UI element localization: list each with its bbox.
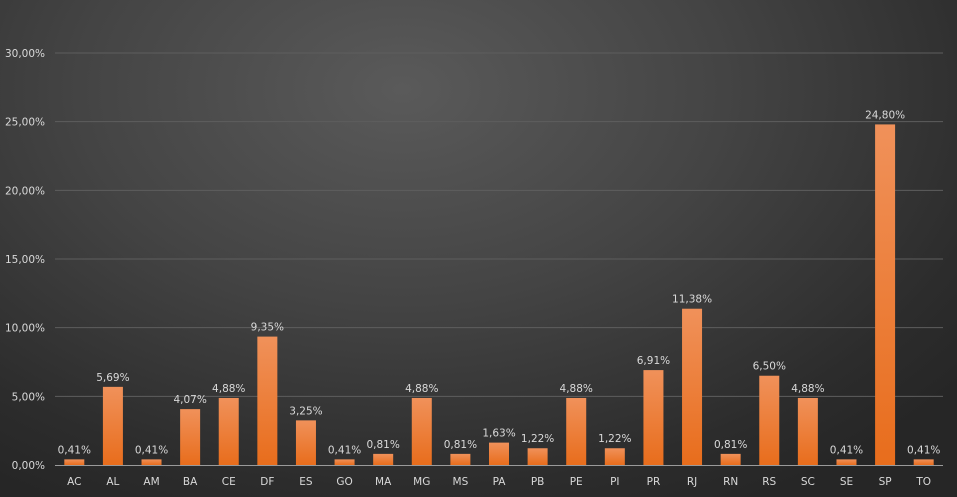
x-tick-label: PA (493, 476, 507, 488)
x-tick-label: BA (183, 476, 198, 488)
x-tick-label: SP (879, 476, 892, 488)
data-label: 9,35% (251, 322, 284, 334)
data-label: 0,41% (135, 444, 168, 456)
bar-PR (643, 370, 664, 465)
data-label: 5,69% (96, 372, 129, 384)
x-tick-label: AL (106, 476, 119, 488)
y-tick-label: 20,00% (5, 185, 45, 197)
bar-DF (257, 336, 278, 465)
bar-PB (527, 448, 548, 465)
y-tick-label: 10,00% (5, 323, 45, 335)
data-label: 0,81% (444, 439, 477, 451)
x-tick-label: TO (915, 476, 931, 488)
data-label: 1,22% (521, 433, 554, 445)
x-tick-label: AC (67, 476, 81, 488)
bar-PE (566, 397, 587, 465)
x-tick-label: SE (840, 476, 853, 488)
x-tick-label: AM (143, 476, 159, 488)
data-label: 11,38% (672, 294, 712, 306)
data-label: 6,50% (753, 361, 786, 373)
bar-BA (180, 409, 201, 465)
data-label: 0,81% (714, 439, 747, 451)
x-tick-label: CE (222, 476, 236, 488)
x-tick-label: PB (531, 476, 545, 488)
data-label: 4,88% (212, 383, 245, 395)
bar-SC (797, 397, 818, 465)
x-tick-label: RS (762, 476, 776, 488)
x-tick-label: PR (647, 476, 661, 488)
bar-AM (141, 459, 162, 465)
data-label: 4,88% (560, 383, 593, 395)
data-label: 6,91% (637, 355, 670, 367)
x-tick-label: DF (260, 476, 274, 488)
bar-CE (218, 397, 239, 465)
x-tick-label: PI (610, 476, 619, 488)
bar-MA (373, 453, 394, 465)
x-tick-label: ES (299, 476, 313, 488)
data-label: 24,80% (865, 109, 905, 121)
x-tick-label: MA (375, 476, 392, 488)
x-tick-label: SC (801, 476, 815, 488)
data-label: 0,41% (58, 444, 91, 456)
bar-RS (759, 375, 780, 465)
data-label: 3,25% (289, 405, 322, 417)
data-label: 4,88% (405, 383, 438, 395)
y-tick-label: 15,00% (5, 254, 45, 266)
y-tick-label: 0,00% (12, 460, 45, 472)
y-tick-label: 30,00% (5, 48, 45, 60)
x-tick-label: PE (570, 476, 583, 488)
data-label: 4,07% (173, 394, 206, 406)
bar-SP (875, 124, 896, 465)
x-tick-label: MS (453, 476, 469, 488)
data-label: 0,41% (328, 444, 361, 456)
bar-SE (836, 459, 857, 465)
bar-MS (450, 453, 471, 465)
y-tick-label: 25,00% (5, 117, 45, 129)
x-tick-label: GO (336, 476, 352, 488)
data-label: 0,41% (830, 444, 863, 456)
bar-PI (604, 448, 625, 465)
bar-AC (64, 459, 85, 465)
bar-RJ (682, 308, 703, 465)
bar-GO (334, 459, 355, 465)
bar-MG (411, 397, 432, 465)
x-tick-label: MG (413, 476, 430, 488)
data-label: 4,88% (791, 383, 824, 395)
data-label: 0,81% (366, 439, 399, 451)
data-label: 0,41% (907, 444, 940, 456)
data-label: 1,22% (598, 433, 631, 445)
bar-TO (913, 459, 934, 465)
bar-RN (720, 453, 741, 465)
bar-AL (102, 386, 123, 465)
x-tick-label: RN (723, 476, 738, 488)
x-tick-label: RJ (687, 476, 697, 488)
y-tick-label: 5,00% (12, 391, 45, 403)
bar-PA (489, 442, 509, 465)
bar-ES (295, 420, 316, 465)
data-label: 1,63% (482, 428, 515, 440)
